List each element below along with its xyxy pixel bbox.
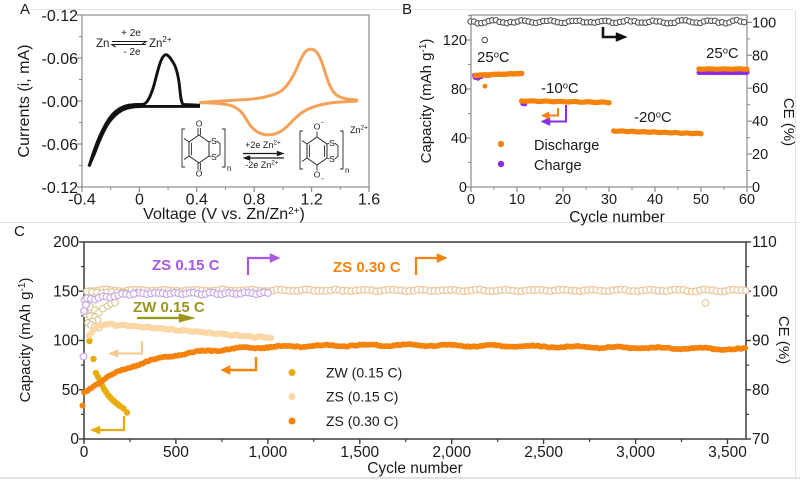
svg-text:Cycle number: Cycle number [367, 460, 463, 477]
svg-text:O: O [196, 119, 203, 129]
svg-text:110: 110 [752, 234, 777, 251]
svg-text:25oC: 25oC [477, 49, 509, 66]
svg-text:-0.06: -0.06 [42, 51, 79, 68]
svg-text:100: 100 [53, 333, 79, 350]
svg-text:-0.12: -0.12 [42, 8, 79, 25]
svg-text:80: 80 [752, 48, 768, 64]
svg-text:0: 0 [459, 180, 467, 196]
svg-text:2,500: 2,500 [524, 444, 563, 461]
svg-text:-10oC: -10oC [541, 80, 578, 97]
svg-text:0: 0 [467, 192, 475, 208]
svg-text:0.8: 0.8 [243, 192, 265, 209]
svg-text:ZS (0.15 C): ZS (0.15 C) [326, 389, 398, 405]
svg-text:-: - [321, 174, 324, 183]
svg-text:Cycle number: Cycle number [569, 209, 665, 226]
svg-text:Capacity (mAh g-1): Capacity (mAh g-1) [17, 278, 34, 403]
svg-text:500: 500 [163, 444, 189, 461]
svg-text:ZW (0.15 C): ZW (0.15 C) [326, 365, 402, 381]
svg-text:S: S [329, 154, 335, 164]
svg-text:1,500: 1,500 [340, 444, 379, 461]
svg-text:-0.06: -0.06 [42, 137, 79, 154]
svg-text:Voltage (V vs. Zn/Zn2+): Voltage (V vs. Zn/Zn2+) [143, 206, 305, 223]
svg-text:+2e Zn2+: +2e Zn2+ [245, 140, 281, 151]
svg-text:ZS 0.15 C: ZS 0.15 C [152, 257, 220, 274]
svg-text:-0.4: -0.4 [68, 192, 96, 209]
svg-text:80: 80 [752, 382, 770, 399]
svg-text:O: O [196, 169, 203, 179]
svg-text:20: 20 [752, 147, 768, 163]
svg-text:200: 200 [53, 234, 79, 251]
svg-text:S: S [329, 138, 335, 148]
svg-text:0: 0 [80, 444, 89, 461]
svg-text:Capacity (mAh g-1): Capacity (mAh g-1) [418, 39, 435, 164]
svg-text:20: 20 [555, 192, 571, 208]
svg-text:Charge: Charge [534, 158, 582, 174]
svg-text:90: 90 [752, 333, 770, 350]
svg-text:60: 60 [752, 81, 768, 97]
svg-text:B: B [402, 1, 412, 18]
svg-text:30: 30 [601, 192, 617, 208]
svg-text:-0.00: -0.00 [42, 94, 79, 111]
svg-text:50: 50 [693, 192, 709, 208]
svg-text:10: 10 [509, 192, 525, 208]
svg-text:60: 60 [739, 192, 755, 208]
svg-text:-: - [321, 118, 324, 127]
svg-text:CE (%): CE (%) [775, 316, 792, 364]
svg-text:1.2: 1.2 [300, 192, 322, 209]
svg-text:C: C [14, 223, 25, 240]
svg-text:2,000: 2,000 [432, 444, 471, 461]
svg-text:50: 50 [62, 382, 80, 399]
svg-text:1.6: 1.6 [358, 192, 380, 209]
svg-text:+ 2e: + 2e [121, 28, 141, 39]
svg-text:0.4: 0.4 [186, 192, 208, 209]
svg-text:ZS (0.30 C): ZS (0.30 C) [326, 413, 398, 429]
svg-text:150: 150 [53, 283, 79, 300]
svg-text:O: O [314, 122, 321, 132]
svg-text:- 2e: - 2e [123, 47, 141, 58]
svg-text:O: O [314, 170, 321, 180]
svg-text:3,000: 3,000 [616, 444, 655, 461]
svg-text:3,500: 3,500 [708, 444, 747, 461]
svg-text:70: 70 [752, 431, 770, 448]
svg-text:n: n [345, 166, 349, 175]
svg-text:S: S [211, 136, 217, 146]
svg-text:Currents (i, mA): Currents (i, mA) [16, 45, 33, 158]
svg-text:Zn2+: Zn2+ [350, 125, 368, 136]
svg-text:ZS 0.30 C: ZS 0.30 C [333, 259, 401, 276]
svg-text:80: 80 [451, 82, 467, 98]
svg-text:-20oC: -20oC [634, 109, 671, 126]
svg-text:120: 120 [443, 33, 467, 49]
svg-text:0: 0 [135, 192, 144, 209]
svg-text:n: n [227, 164, 231, 173]
svg-text:CE (%): CE (%) [780, 98, 797, 146]
svg-text:0: 0 [70, 431, 79, 448]
svg-text:S: S [211, 152, 217, 162]
svg-text:ZW 0.15 C: ZW 0.15 C [133, 299, 205, 316]
svg-text:100: 100 [752, 15, 776, 31]
svg-text:Discharge: Discharge [534, 138, 599, 154]
svg-text:40: 40 [647, 192, 663, 208]
svg-text:-0.12: -0.12 [42, 180, 79, 197]
svg-text:-2e Zn2+: -2e Zn2+ [245, 160, 279, 171]
svg-text:40: 40 [451, 131, 467, 147]
svg-text:25oC: 25oC [706, 45, 738, 62]
svg-text:1,000: 1,000 [248, 444, 287, 461]
svg-text:100: 100 [752, 283, 778, 300]
svg-text:0: 0 [752, 180, 760, 196]
svg-text:Zn: Zn [96, 38, 109, 50]
svg-text:A: A [20, 1, 30, 18]
svg-text:40: 40 [752, 114, 768, 130]
